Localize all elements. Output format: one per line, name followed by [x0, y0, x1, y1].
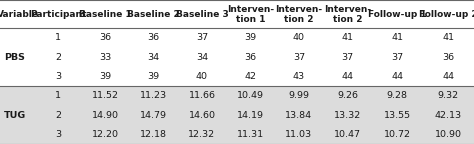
Text: 37: 37: [341, 53, 354, 62]
Text: Variable: Variable: [0, 10, 39, 19]
Text: 14.90: 14.90: [91, 111, 118, 120]
Text: TUG: TUG: [4, 111, 26, 120]
Text: 36: 36: [99, 33, 111, 42]
Text: 36: 36: [245, 53, 256, 62]
Text: 44: 44: [341, 72, 354, 81]
Text: 36: 36: [442, 53, 455, 62]
Bar: [0, 86, 474, 105]
Text: 9.32: 9.32: [438, 91, 459, 100]
Text: 11.52: 11.52: [91, 91, 118, 100]
Text: Follow-up 1: Follow-up 1: [368, 10, 427, 19]
Text: 14.19: 14.19: [237, 111, 264, 120]
Text: 36: 36: [147, 33, 159, 42]
Text: 37: 37: [391, 53, 403, 62]
Text: 12.32: 12.32: [188, 130, 216, 139]
Text: 11.23: 11.23: [140, 91, 167, 100]
Text: 10.49: 10.49: [237, 91, 264, 100]
Text: 12.18: 12.18: [140, 130, 167, 139]
Text: 39: 39: [99, 72, 111, 81]
Text: 2: 2: [55, 53, 61, 62]
Text: 14.79: 14.79: [140, 111, 167, 120]
Text: 43: 43: [293, 72, 305, 81]
Text: 44: 44: [442, 72, 455, 81]
Text: 11.03: 11.03: [285, 130, 312, 139]
Text: 1: 1: [55, 33, 61, 42]
Text: PBS: PBS: [4, 53, 25, 62]
Text: 39: 39: [245, 33, 256, 42]
Text: 10.47: 10.47: [334, 130, 361, 139]
Text: Interven-
tion 2: Interven- tion 2: [275, 4, 322, 24]
Text: 13.84: 13.84: [285, 111, 312, 120]
Text: Follow-up 2: Follow-up 2: [419, 10, 474, 19]
Text: 37: 37: [293, 53, 305, 62]
Text: 14.60: 14.60: [189, 111, 216, 120]
Text: 12.20: 12.20: [91, 130, 118, 139]
Text: 10.72: 10.72: [384, 130, 411, 139]
Text: 41: 41: [341, 33, 354, 42]
Text: 11.31: 11.31: [237, 130, 264, 139]
Bar: [0, 67, 474, 86]
Text: 44: 44: [391, 72, 403, 81]
Text: 40: 40: [196, 72, 208, 81]
Text: 33: 33: [99, 53, 111, 62]
Bar: [0, 0, 474, 28]
Text: 42.13: 42.13: [435, 111, 462, 120]
Bar: [0, 125, 474, 144]
Text: 9.26: 9.26: [337, 91, 358, 100]
Text: 11.66: 11.66: [189, 91, 216, 100]
Bar: [0, 28, 474, 47]
Text: 41: 41: [442, 33, 455, 42]
Text: 10.90: 10.90: [435, 130, 462, 139]
Text: Interven-
tion 2: Interven- tion 2: [324, 4, 371, 24]
Text: 41: 41: [391, 33, 403, 42]
Text: 13.32: 13.32: [334, 111, 361, 120]
Text: 34: 34: [147, 53, 159, 62]
Text: 1: 1: [55, 91, 61, 100]
Text: Baseline 1: Baseline 1: [79, 10, 131, 19]
Text: 3: 3: [55, 130, 61, 139]
Bar: [0, 105, 474, 125]
Text: Baseline 3: Baseline 3: [175, 10, 228, 19]
Text: Baseline 2: Baseline 2: [127, 10, 180, 19]
Text: 39: 39: [147, 72, 159, 81]
Bar: [0, 47, 474, 67]
Text: Interven-
tion 1: Interven- tion 1: [227, 4, 274, 24]
Text: 40: 40: [293, 33, 305, 42]
Text: 2: 2: [55, 111, 61, 120]
Text: 42: 42: [245, 72, 256, 81]
Text: Participant: Participant: [30, 10, 86, 19]
Text: 37: 37: [196, 33, 208, 42]
Text: 9.99: 9.99: [289, 91, 310, 100]
Text: 9.28: 9.28: [387, 91, 408, 100]
Text: 13.55: 13.55: [384, 111, 411, 120]
Text: 3: 3: [55, 72, 61, 81]
Text: 34: 34: [196, 53, 208, 62]
